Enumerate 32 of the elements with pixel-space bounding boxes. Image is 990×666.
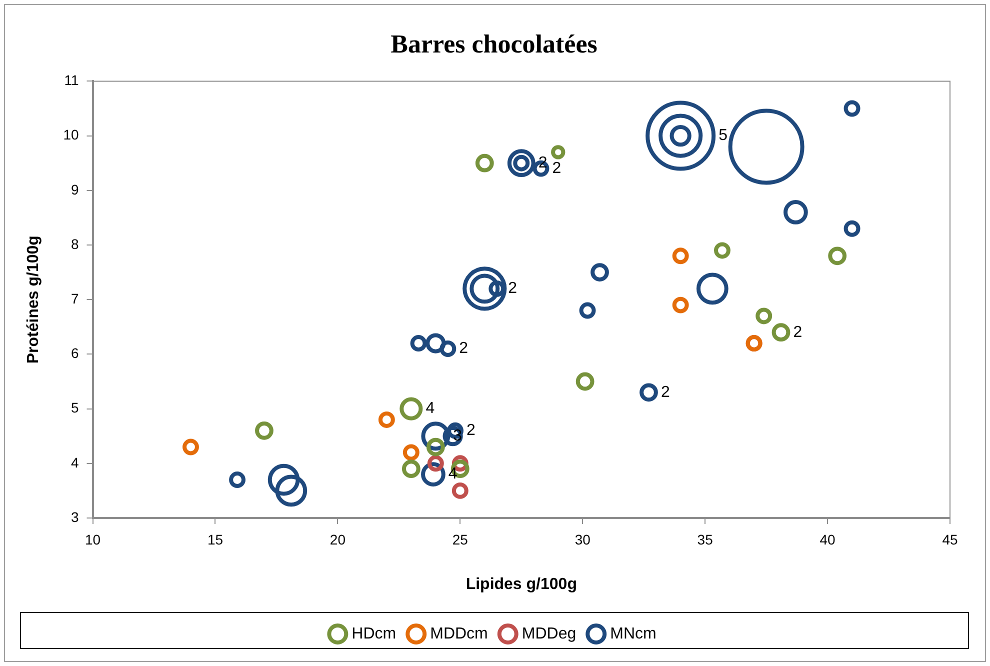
annotation: 5: [718, 127, 728, 144]
annotation: 2: [508, 280, 518, 298]
x-tick-label: 40: [820, 531, 836, 548]
x-tick-label: 30: [574, 531, 591, 548]
y-tick-label: 8: [70, 236, 79, 252]
y-tick-label: 7: [70, 290, 79, 306]
y-tick-label: 9: [70, 181, 79, 198]
x-tick-label: 10: [84, 531, 101, 548]
annotation: 4: [426, 400, 435, 418]
x-tick-label: 45: [942, 531, 958, 548]
y-tick-label: 11: [64, 72, 79, 88]
legend-label: HDcm: [352, 625, 396, 642]
y-tick-label: 4: [70, 454, 79, 470]
annotation: 2: [466, 422, 476, 440]
x-tick-label: 15: [207, 531, 224, 548]
chart-title: Barres chocolatées: [390, 29, 598, 58]
annotation: 2: [552, 160, 562, 177]
y-tick-label: 3: [70, 508, 79, 525]
annotation: 2: [660, 384, 670, 401]
x-axis-title: Lipides g/100g: [466, 576, 577, 593]
y-tick-label: 6: [70, 345, 79, 362]
legend-label: MNcm: [610, 625, 656, 642]
y-tick-label: 5: [70, 400, 79, 416]
annotation: 2: [793, 324, 802, 341]
x-tick-label: 20: [330, 531, 346, 548]
x-tick-label: 25: [452, 531, 468, 548]
legend-label: MDDcm: [430, 625, 488, 642]
legend-label: MDDeg: [522, 625, 576, 642]
x-tick-label: 35: [697, 531, 714, 548]
annotation: 2: [459, 340, 468, 358]
y-tick-label: 10: [63, 126, 79, 143]
y-axis-title: Protéines g/100g: [25, 236, 42, 364]
